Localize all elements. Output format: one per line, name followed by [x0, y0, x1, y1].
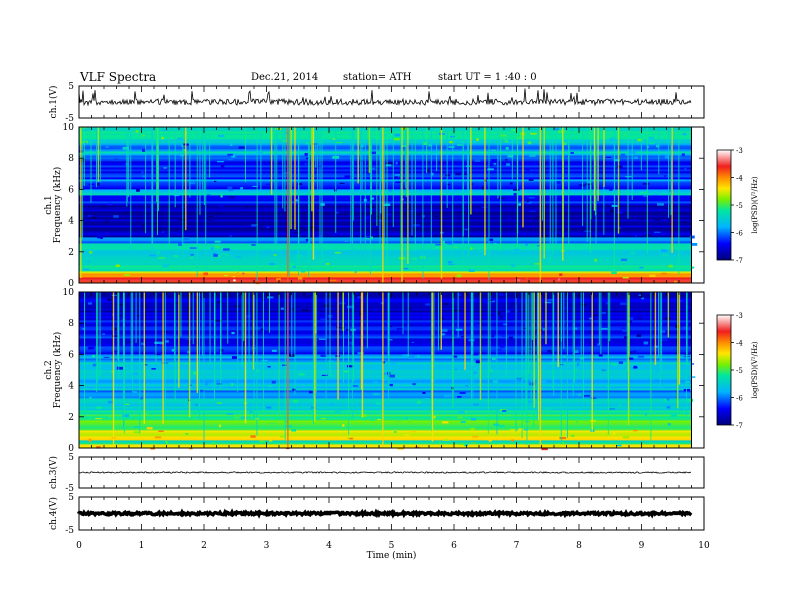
ch1-spectrogram-image	[79, 127, 698, 285]
ch2-spectrogram-ylabel: Frequency (kHz)	[52, 332, 63, 409]
ch1-waveform-ytick-label: -5	[65, 114, 74, 124]
ch3-waveform-ytick-label: -5	[65, 484, 74, 494]
ch3-waveform-trace	[78, 471, 692, 474]
x-tick-label: 4	[326, 541, 332, 551]
ch2-spectrogram-colorbar-tick: -5	[736, 367, 743, 375]
ch2-spectrogram-ytick-label: 6	[68, 350, 74, 360]
ch1-spectrogram-ytick-label: 8	[68, 154, 74, 164]
ch1-spectrogram-colorbar-label: log(PSD)(V²/Hz)	[751, 176, 759, 233]
ch4-waveform-ylabel: ch.4(V)	[48, 497, 59, 530]
ch1-spectrogram-colorbar-tick: -5	[736, 202, 743, 210]
ch2-spectrogram-channel-label: ch.2	[44, 360, 54, 379]
ch3-waveform-ytick-label: 5	[68, 453, 74, 463]
ch1-spectrogram-colorbar	[716, 149, 732, 261]
x-tick-label: 3	[264, 541, 270, 551]
ch1-spectrogram-colorbar-tick: -4	[736, 175, 743, 183]
ch2-spectrogram-image	[79, 292, 696, 451]
ch3-waveform-ylabel: ch.3(V)	[48, 456, 59, 489]
ch2-spectrogram-colorbar-label: log(PSD)(V²/Hz)	[751, 341, 759, 398]
station-label: station= ATH	[343, 72, 412, 83]
ch1-waveform-trace	[78, 88, 692, 107]
x-tick-label: 7	[514, 541, 520, 551]
x-tick-label: 0	[76, 541, 82, 551]
x-tick-label: 1	[139, 541, 145, 551]
ch1-spectrogram-ytick-label: 6	[68, 185, 74, 195]
x-axis-label: Time (min)	[367, 550, 417, 561]
ch1-spectrogram-ytick-label: 4	[68, 217, 74, 227]
ch1-spectrogram-colorbar-tick: -3	[736, 147, 743, 155]
ch2-spectrogram-colorbar-tick: -7	[736, 422, 743, 430]
ch1-spectrogram-ytick-label: 2	[68, 248, 74, 258]
x-tick-label: 10	[698, 541, 710, 551]
ch1-waveform-ytick-label: 5	[68, 82, 74, 92]
date-label: Dec.21, 2014	[251, 72, 319, 83]
x-tick-label: 8	[576, 541, 582, 551]
ch2-spectrogram-colorbar	[716, 314, 732, 426]
x-tick-label: 5	[389, 541, 395, 551]
ch1-spectrogram-colorbar-tick: -7	[736, 257, 743, 265]
ch2-spectrogram-colorbar-tick: -3	[736, 312, 743, 320]
ch4-waveform-ytick-label: -5	[65, 526, 74, 536]
ch4-waveform-ytick-label: 5	[68, 493, 74, 503]
ch2-spectrogram-ytick-label: 2	[68, 413, 74, 423]
ch1-spectrogram-ytick-label: 0	[68, 279, 74, 289]
ch2-spectrogram-colorbar-tick: -4	[736, 340, 743, 348]
start-ut-label: start UT = 1 :40 : 0	[438, 72, 537, 83]
ch2-spectrogram-ytick-label: 8	[68, 319, 74, 329]
ch1-spectrogram-ytick-label: 10	[63, 123, 75, 133]
ch2-spectrogram-ytick-label: 10	[63, 288, 75, 298]
ch4-waveform-trace	[77, 508, 693, 519]
chart-title: VLF Spectra	[80, 70, 157, 84]
ch1-waveform-ylabel: ch.1(V)	[48, 86, 59, 119]
ch2-spectrogram-ytick-label: 0	[68, 444, 74, 454]
x-tick-label: 6	[451, 541, 457, 551]
ch2-spectrogram-colorbar-tick: -6	[736, 395, 743, 403]
ch1-spectrogram-ylabel: Frequency (kHz)	[52, 167, 63, 244]
ch1-spectrogram-colorbar-tick: -6	[736, 230, 743, 238]
x-tick-label: 2	[201, 541, 207, 551]
ch2-spectrogram-ytick-label: 4	[68, 382, 74, 392]
ch1-spectrogram-channel-label: ch.1	[44, 195, 54, 214]
x-tick-label: 9	[639, 541, 645, 551]
